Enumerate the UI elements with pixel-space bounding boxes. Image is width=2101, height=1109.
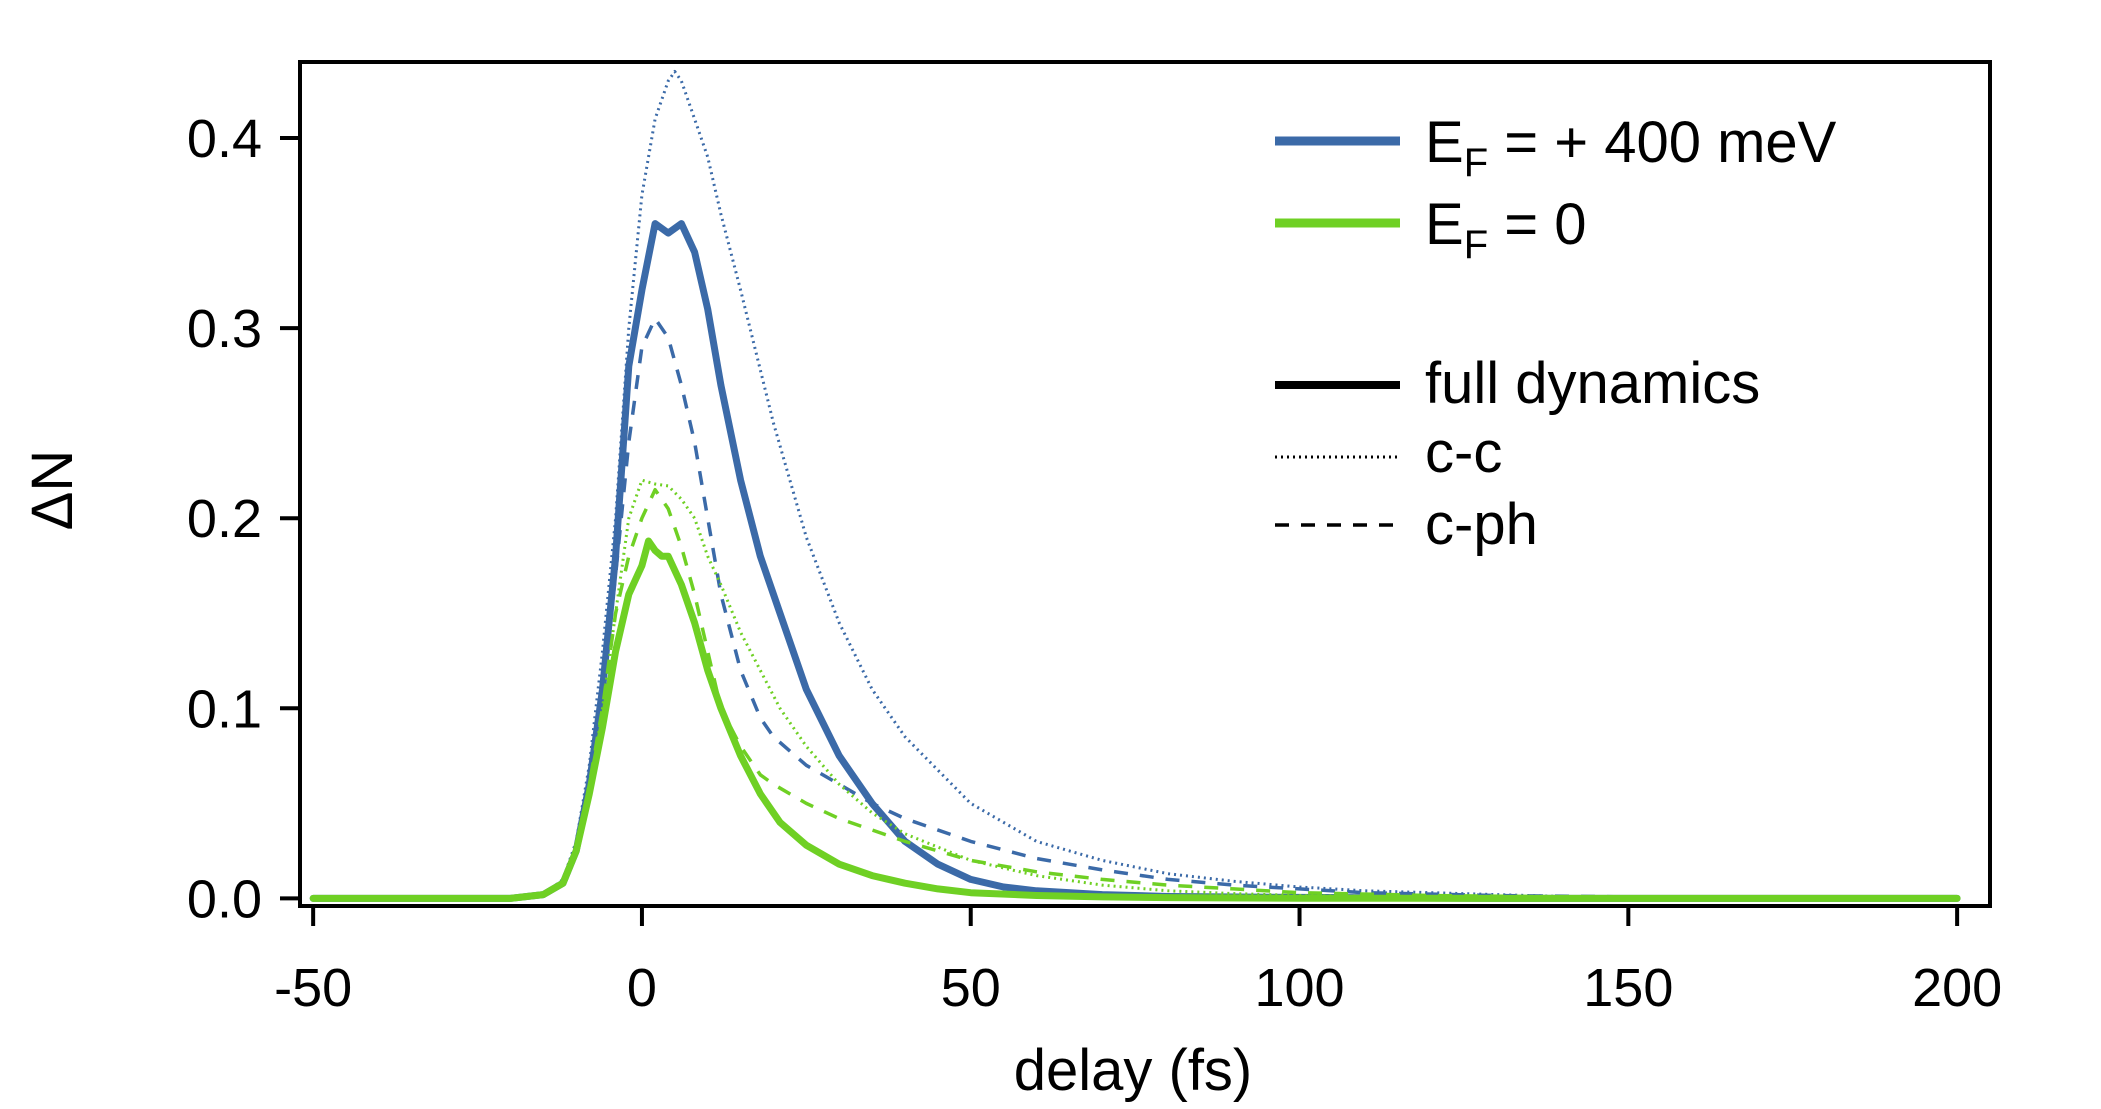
series-line-0 — [309, 220, 1961, 902]
plot-frame — [298, 60, 1992, 908]
x-axis: -50 0 50 100 150 200 — [274, 906, 2002, 1018]
y-tick-label: 0.2 — [187, 489, 262, 549]
x-tick-label: -50 — [274, 958, 352, 1018]
y-axis-label: ΔN — [20, 450, 85, 531]
y-tick-label: 0.1 — [187, 679, 262, 739]
y-tick-label: 0.4 — [187, 109, 262, 169]
series-line-5 — [309, 537, 1961, 902]
series-line-4 — [313, 487, 1958, 901]
x-tick-label: 50 — [941, 958, 1001, 1018]
legend: EF = + 400 meV EF = 0 full dynamics c-c … — [1275, 110, 1837, 557]
series-line-1 — [313, 70, 1859, 900]
y-tick-label: 0.3 — [187, 299, 262, 359]
legend-label-full-dynamics: full dynamics — [1425, 351, 1760, 416]
y-tick-label: 0.0 — [187, 869, 262, 929]
x-tick-label: 0 — [627, 958, 657, 1018]
x-tick-label: 200 — [1912, 958, 2002, 1018]
y-axis: 0.0 0.1 0.2 0.3 0.4 — [187, 109, 300, 929]
legend-label-green: EF = 0 — [1425, 192, 1586, 267]
series-line-3 — [313, 478, 1958, 900]
legend-label-blue: EF = + 400 meV — [1425, 110, 1837, 185]
plot-area — [309, 70, 1961, 902]
legend-label-c-c: c-c — [1425, 420, 1502, 485]
x-tick-label: 150 — [1583, 958, 1673, 1018]
x-axis-label: delay (fs) — [1014, 1038, 1253, 1103]
x-tick-label: 100 — [1254, 958, 1344, 1018]
legend-label-c-ph: c-ph — [1425, 492, 1538, 557]
